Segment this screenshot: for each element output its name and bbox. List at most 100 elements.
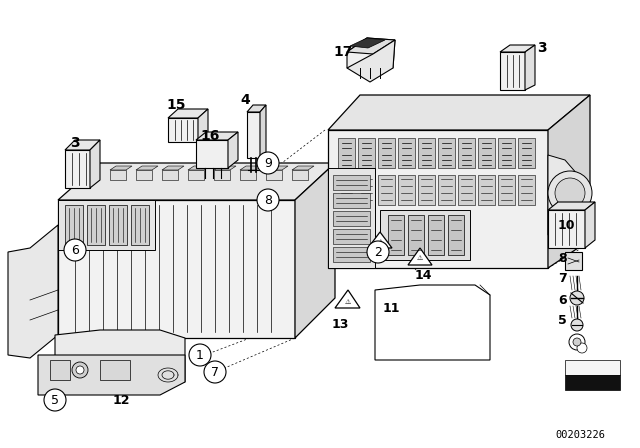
Polygon shape: [65, 140, 100, 150]
Polygon shape: [58, 163, 335, 200]
Polygon shape: [347, 40, 395, 82]
Polygon shape: [378, 175, 395, 205]
Polygon shape: [260, 105, 266, 158]
Text: 8: 8: [558, 251, 566, 264]
Polygon shape: [333, 229, 370, 244]
Text: 9: 9: [264, 156, 272, 169]
Polygon shape: [438, 138, 455, 168]
Polygon shape: [378, 138, 395, 168]
Polygon shape: [328, 95, 590, 130]
Polygon shape: [548, 95, 590, 268]
Polygon shape: [398, 138, 415, 168]
Circle shape: [573, 338, 581, 346]
Polygon shape: [198, 109, 208, 142]
Polygon shape: [428, 215, 444, 255]
Polygon shape: [458, 138, 475, 168]
Polygon shape: [214, 166, 236, 170]
Circle shape: [569, 334, 585, 350]
Text: ⚠: ⚠: [417, 255, 423, 261]
Polygon shape: [347, 38, 395, 68]
Polygon shape: [565, 375, 620, 390]
Polygon shape: [368, 232, 392, 248]
Text: 4: 4: [240, 93, 250, 107]
Text: 00203226: 00203226: [555, 430, 605, 440]
Circle shape: [577, 343, 587, 353]
Text: 2: 2: [374, 246, 382, 258]
Circle shape: [257, 189, 279, 211]
Polygon shape: [110, 166, 132, 170]
Polygon shape: [478, 175, 495, 205]
Circle shape: [367, 241, 389, 263]
Polygon shape: [565, 360, 620, 375]
Text: 5: 5: [51, 393, 59, 406]
Polygon shape: [333, 175, 370, 190]
Polygon shape: [565, 252, 582, 270]
Polygon shape: [110, 170, 126, 180]
Polygon shape: [375, 285, 490, 360]
Polygon shape: [448, 215, 464, 255]
Polygon shape: [328, 168, 375, 268]
Polygon shape: [418, 138, 435, 168]
Polygon shape: [65, 205, 83, 245]
Polygon shape: [168, 118, 198, 142]
Polygon shape: [500, 45, 535, 52]
Polygon shape: [65, 150, 90, 188]
Polygon shape: [188, 170, 204, 180]
Polygon shape: [196, 140, 228, 168]
Polygon shape: [266, 170, 282, 180]
Polygon shape: [162, 170, 178, 180]
Polygon shape: [328, 130, 548, 268]
Polygon shape: [498, 138, 515, 168]
Polygon shape: [335, 290, 360, 308]
Circle shape: [571, 319, 583, 331]
Polygon shape: [525, 45, 535, 90]
Text: 6: 6: [558, 293, 566, 306]
Polygon shape: [196, 132, 238, 140]
Polygon shape: [500, 52, 525, 90]
Polygon shape: [548, 155, 580, 235]
Text: 15: 15: [166, 98, 186, 112]
Text: 7: 7: [558, 271, 567, 284]
Polygon shape: [292, 166, 314, 170]
Polygon shape: [228, 132, 238, 168]
Polygon shape: [478, 138, 495, 168]
Text: 17: 17: [333, 45, 353, 59]
Polygon shape: [58, 200, 295, 338]
Text: 16: 16: [200, 129, 220, 143]
Text: 3: 3: [537, 41, 547, 55]
Polygon shape: [338, 138, 355, 168]
Polygon shape: [136, 170, 152, 180]
Polygon shape: [247, 112, 260, 158]
Polygon shape: [358, 138, 375, 168]
Polygon shape: [292, 170, 308, 180]
Text: 3: 3: [70, 136, 79, 150]
Polygon shape: [333, 247, 370, 262]
Polygon shape: [58, 200, 155, 250]
Polygon shape: [295, 163, 335, 338]
Polygon shape: [90, 140, 100, 188]
Polygon shape: [408, 215, 424, 255]
Polygon shape: [136, 166, 158, 170]
Circle shape: [548, 171, 592, 215]
Polygon shape: [162, 166, 184, 170]
Text: ⚠: ⚠: [376, 237, 384, 246]
Polygon shape: [247, 105, 266, 112]
Polygon shape: [388, 215, 404, 255]
Circle shape: [204, 361, 226, 383]
Text: 13: 13: [332, 318, 349, 331]
Polygon shape: [240, 166, 262, 170]
Polygon shape: [408, 248, 432, 265]
Polygon shape: [498, 175, 515, 205]
Polygon shape: [585, 202, 595, 248]
Polygon shape: [548, 202, 595, 210]
Text: 6: 6: [71, 244, 79, 257]
Polygon shape: [188, 166, 210, 170]
Circle shape: [72, 362, 88, 378]
Polygon shape: [350, 38, 385, 48]
Polygon shape: [240, 170, 256, 180]
Text: 1: 1: [196, 349, 204, 362]
Polygon shape: [518, 138, 535, 168]
Text: 7: 7: [211, 366, 219, 379]
Circle shape: [64, 239, 86, 261]
Text: 11: 11: [383, 302, 401, 314]
